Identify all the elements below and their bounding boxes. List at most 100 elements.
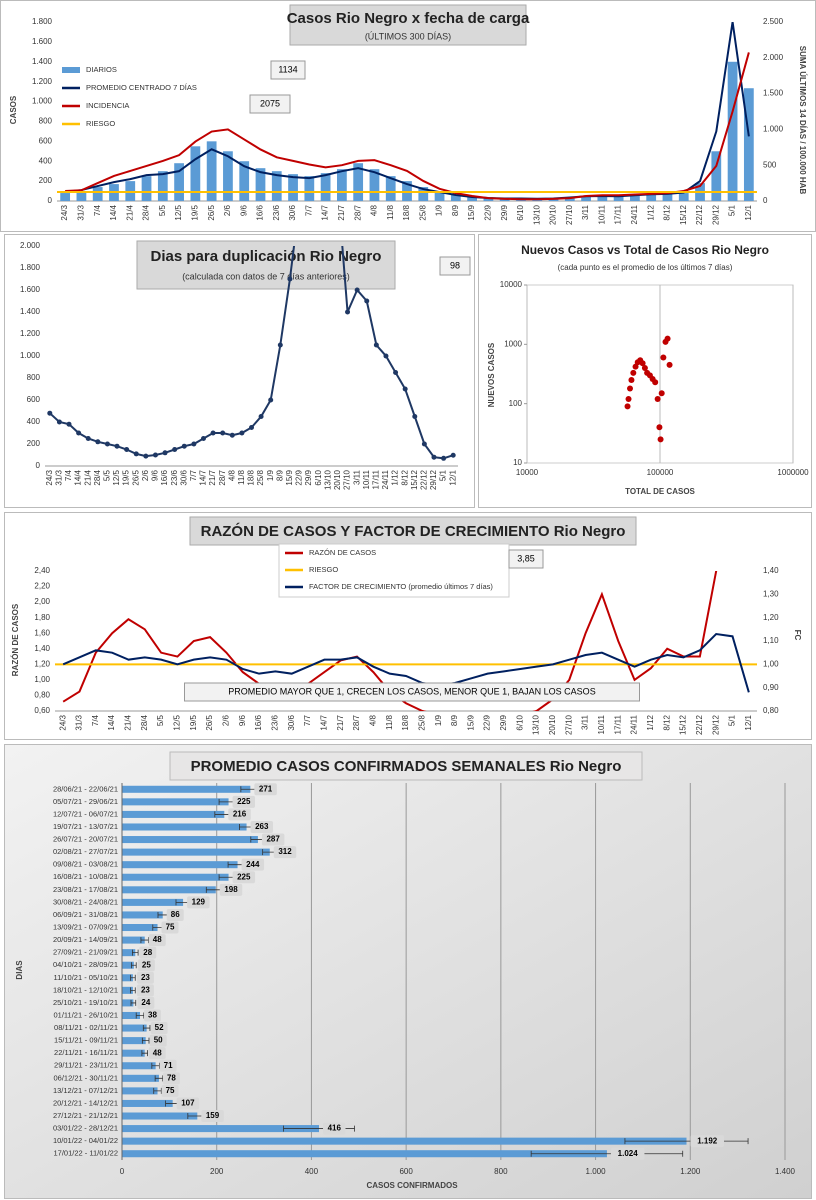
y-tick-label: 1,60 <box>34 628 50 637</box>
point <box>277 342 283 348</box>
y-tick-label: 0 <box>48 196 53 205</box>
x-tick-label: 27/10 <box>564 714 573 735</box>
x-tick-label: 30/6 <box>287 714 296 730</box>
value-label: 225 <box>237 797 251 806</box>
error-bar <box>624 1138 749 1145</box>
y-tick-label: 1,00 <box>34 675 50 684</box>
y2-tick-label: 1,10 <box>763 636 779 645</box>
annotation-box <box>249 94 291 114</box>
title-box <box>136 240 396 290</box>
x-tick-label: 1/9 <box>434 714 443 726</box>
bar <box>271 171 282 201</box>
value-label-box <box>219 883 243 896</box>
x-tick-label: 26/5 <box>207 204 216 220</box>
bar <box>122 1125 320 1133</box>
title-box <box>189 516 637 546</box>
point <box>364 298 370 304</box>
value-label-box <box>201 1110 224 1123</box>
point <box>657 436 664 443</box>
value-label-box <box>136 984 154 997</box>
bar <box>418 187 429 201</box>
y-tick-label: 600 <box>39 136 53 145</box>
bar <box>581 196 591 201</box>
x-tick-label: 31/3 <box>77 204 86 220</box>
y-tick-label: 13/12/21 - 07/12/21 <box>53 1086 118 1095</box>
x-tick-label: 28/7 <box>352 714 361 730</box>
bar <box>630 195 640 201</box>
y-tick-label: 0,60 <box>34 706 50 715</box>
bar <box>122 1087 158 1095</box>
error-bar <box>142 1025 151 1032</box>
point <box>345 309 351 315</box>
y-tick-label: 22/11/21 - 16/11/21 <box>54 1048 118 1057</box>
bar <box>122 923 158 932</box>
x-tick-label: 21/7 <box>208 469 217 485</box>
annotation-box <box>184 682 640 702</box>
value-label: 159 <box>206 1111 220 1120</box>
point <box>66 421 72 427</box>
x-tick-label: 12/5 <box>174 204 183 220</box>
legend-label: RIESGO <box>309 565 338 574</box>
x-tick-label: 1/12 <box>646 714 655 730</box>
y-tick-label: 05/07/21 - 29/06/21 <box>53 797 118 806</box>
value-label: 198 <box>224 885 238 894</box>
x-tick-label: 21/7 <box>336 714 345 730</box>
bar <box>122 986 133 994</box>
value-label: 244 <box>246 860 260 869</box>
x-tick-label: 1/12 <box>391 469 400 485</box>
point <box>162 450 168 456</box>
y-tick-label: 1,40 <box>34 644 50 653</box>
point <box>152 452 158 458</box>
x-tick-label: 19/5 <box>122 469 131 485</box>
bar <box>122 873 229 881</box>
y-tick-label: 08/11/21 - 02/11/21 <box>54 1023 118 1032</box>
y-tick-label: 0,80 <box>34 691 50 700</box>
bar <box>122 861 238 869</box>
value-label: 23 <box>141 973 150 982</box>
y-tick-label: 20/09/21 - 14/09/21 <box>53 935 118 944</box>
value-label-box <box>166 908 184 921</box>
y2-tick-label: 2.000 <box>763 53 784 62</box>
y-tick-label: 1000 <box>504 339 522 348</box>
bar <box>288 174 298 201</box>
x-tick-label: 16/6 <box>254 714 263 730</box>
title-box <box>289 4 527 46</box>
x-tick-label: 12/1 <box>744 204 753 220</box>
value-label-box <box>690 1135 724 1148</box>
x-tick-label: 6/10 <box>515 714 524 730</box>
chart-title: Casos Rio Negro x fecha de carga <box>287 10 530 27</box>
y2-tick-label: 0,80 <box>763 706 779 715</box>
y-tick-label: 400 <box>39 156 53 165</box>
x-tick-label: 24/3 <box>58 714 67 730</box>
x-tick-label: 17/11 <box>613 714 622 734</box>
y-tick-label: 1.600 <box>20 285 41 294</box>
y-tick-label: 25/10/21 - 19/10/21 <box>53 998 118 1007</box>
point <box>393 370 399 375</box>
value-label-box <box>162 1072 180 1085</box>
x-tick-label: 10/11 <box>597 714 606 734</box>
error-bar <box>530 1150 684 1157</box>
bar <box>711 151 722 201</box>
y-tick-label: 06/12/21 - 30/11/21 <box>54 1073 119 1082</box>
y2-tick-label: 1,30 <box>763 589 779 598</box>
error-bar <box>153 1087 162 1094</box>
bar <box>337 169 347 201</box>
x-tick-label: 5/1 <box>728 714 737 726</box>
point <box>656 424 663 431</box>
point <box>229 432 235 438</box>
legend-label: INCIDENCIA <box>86 101 129 110</box>
bar <box>122 1099 173 1107</box>
x-tick-label: 3/11 <box>352 469 361 485</box>
x-tick-label: 15/12 <box>679 714 688 735</box>
x-tick-label: 24/3 <box>45 469 54 485</box>
x-tick-label: 24/11 <box>630 714 639 734</box>
y-tick-label: 800 <box>27 373 41 382</box>
error-bar <box>130 974 136 981</box>
bar <box>122 898 184 906</box>
x-tick-label: 15/9 <box>285 469 294 485</box>
value-label: 216 <box>233 810 247 819</box>
value-label-box <box>148 934 166 947</box>
chart-title: PROMEDIO CASOS CONFIRMADOS SEMANALES Rio… <box>191 758 622 775</box>
y-tick-label: 30/08/21 - 24/08/21 <box>53 897 118 906</box>
